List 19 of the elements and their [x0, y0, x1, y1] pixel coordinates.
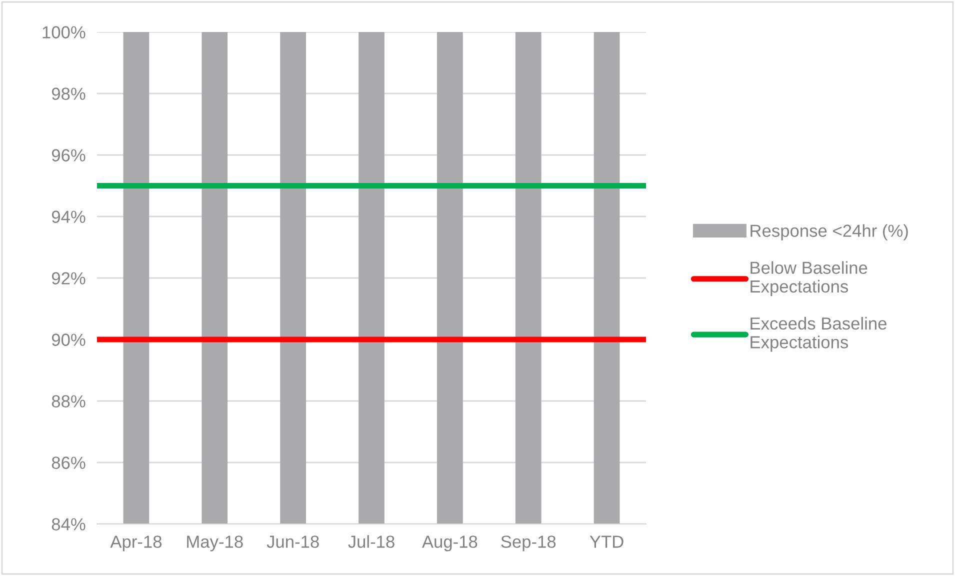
- y-tick-label: 84%: [52, 518, 86, 530]
- legend-label: Exceeds Baseline Expectations: [750, 316, 886, 352]
- y-tick-label: 90%: [52, 334, 86, 346]
- y-tick-label: 98%: [52, 88, 86, 100]
- x-tick-label: Aug-18: [422, 536, 478, 552]
- y-tick-label: 92%: [52, 272, 86, 284]
- legend-label: Below Baseline Expectations: [750, 261, 868, 296]
- y-tick-label: 88%: [52, 395, 86, 408]
- x-tick-label: Apr-18: [110, 536, 162, 552]
- x-tick-label: YTD: [590, 536, 624, 548]
- legend-label: Response <24hr (%): [750, 224, 908, 240]
- x-tick-label: Jul-18: [348, 535, 394, 548]
- x-tick-label: Sep-18: [501, 536, 556, 552]
- x-tick-label: Jun-18: [266, 536, 319, 548]
- y-tick-label: 86%: [52, 456, 86, 469]
- y-tick-label: 94%: [52, 210, 86, 223]
- x-tick-label: May-18: [187, 536, 243, 552]
- y-tick-label: 100%: [42, 26, 86, 38]
- y-tick-label: 96%: [52, 149, 86, 162]
